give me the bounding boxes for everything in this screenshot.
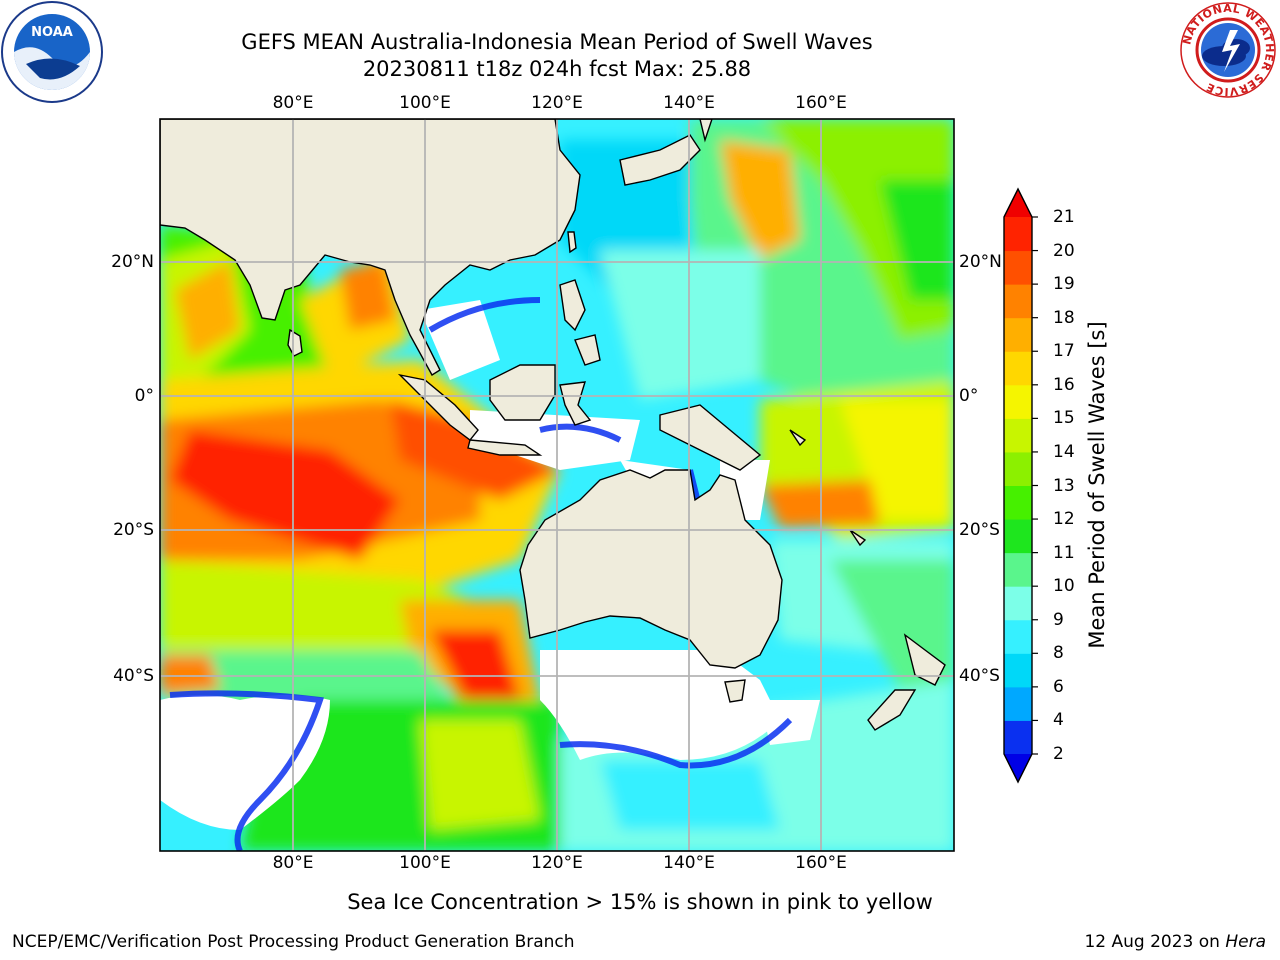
colorbar-label: Mean Period of Swell Waves [s] bbox=[1085, 321, 1109, 649]
colorbar-segment bbox=[1004, 250, 1032, 285]
lon-tick-top-100e: 100°E bbox=[399, 93, 451, 113]
colorbar-tick-label: 2 bbox=[1053, 744, 1064, 764]
lat-tick-right-40s: 40°S bbox=[959, 666, 1000, 686]
colorbar-tick-label: 18 bbox=[1053, 307, 1075, 328]
map-frame bbox=[159, 118, 955, 852]
colorbar-segment bbox=[1004, 619, 1032, 654]
colorbar-tick-label: 14 bbox=[1053, 441, 1075, 462]
lon-tick-top-120e: 120°E bbox=[531, 93, 583, 113]
nws-logo: NATIONAL WEATHER SERVICE bbox=[1180, 2, 1276, 98]
lon-tick-bottom-140e: 140°E bbox=[663, 853, 715, 873]
lon-tick-bottom-80e: 80°E bbox=[272, 853, 314, 873]
colorbar-segment bbox=[1004, 720, 1032, 755]
colorbar-tick-label: 20 bbox=[1053, 240, 1075, 261]
lat-tick-left-20s: 20°S bbox=[113, 520, 154, 540]
lon-tick-top-140e: 140°E bbox=[663, 93, 715, 113]
colorbar-tick-label: 17 bbox=[1053, 341, 1075, 362]
noaa-logo-text: NOAA bbox=[31, 25, 73, 40]
chart-title: GEFS MEAN Australia-Indonesia Mean Perio… bbox=[241, 30, 873, 54]
lat-tick-left-0: 0° bbox=[134, 386, 154, 406]
lat-tick-left-40s: 40°S bbox=[113, 666, 154, 686]
colorbar-tick-label: 9 bbox=[1053, 609, 1064, 630]
colorbar-segment bbox=[1004, 586, 1032, 621]
lon-tick-bottom-160e: 160°E bbox=[795, 853, 847, 873]
chart-subtitle: 20230811 t18z 024h fcst Max: 25.88 bbox=[362, 57, 752, 81]
colorbar-extend-max bbox=[1004, 189, 1032, 217]
colorbar-segment bbox=[1004, 686, 1032, 721]
colorbar-tick-label: 21 bbox=[1053, 207, 1075, 227]
colorbar-tick-label: 16 bbox=[1053, 374, 1075, 395]
colorbar-tick-label: 15 bbox=[1053, 408, 1075, 429]
lon-tick-top-160e: 160°E bbox=[795, 93, 847, 113]
colorbar-segment bbox=[1004, 284, 1032, 319]
colorbar-extend-min bbox=[1004, 754, 1032, 782]
colorbar-tick-label: 13 bbox=[1053, 475, 1075, 496]
colorbar-segment bbox=[1004, 217, 1032, 252]
land bbox=[160, 119, 946, 731]
colorbar-segment bbox=[1004, 418, 1032, 453]
footer-credit: NCEP/EMC/Verification Post Processing Pr… bbox=[12, 932, 575, 952]
colorbar-tick-label: 11 bbox=[1053, 542, 1075, 563]
lon-tick-top-80e: 80°E bbox=[272, 93, 314, 113]
lon-tick-bottom-120e: 120°E bbox=[531, 853, 583, 873]
colorbar-tick-label: 12 bbox=[1053, 509, 1075, 530]
colorbar-segment bbox=[1004, 351, 1032, 386]
colorbar-tick-label: 4 bbox=[1053, 710, 1064, 731]
lat-tick-right-20n: 20°N bbox=[959, 252, 1002, 272]
footer-host: Hera bbox=[1225, 932, 1266, 952]
lat-tick-right-0: 0° bbox=[959, 386, 979, 406]
colorbar-segment bbox=[1004, 485, 1032, 520]
swell-period-field bbox=[160, 119, 954, 851]
colorbar-tick-label: 6 bbox=[1053, 676, 1064, 697]
colorbar-tick-label: 10 bbox=[1053, 576, 1075, 597]
colorbar-segment bbox=[1004, 317, 1032, 352]
lat-tick-right-20s: 20°S bbox=[959, 520, 1000, 540]
colorbar-tick-label: 8 bbox=[1053, 643, 1064, 664]
colorbar-segment bbox=[1004, 552, 1032, 587]
footer-date-text: 12 Aug 2023 on bbox=[1084, 932, 1226, 952]
graticule bbox=[160, 119, 954, 851]
sea-ice-note: Sea Ice Concentration > 15% is shown in … bbox=[347, 890, 933, 914]
footer-date: 12 Aug 2023 on Hera bbox=[1084, 932, 1266, 952]
colorbar-tick-label: 19 bbox=[1053, 274, 1075, 295]
noaa-logo: NOAA bbox=[1, 1, 103, 103]
lat-tick-left-20n: 20°N bbox=[111, 252, 154, 272]
colorbar-segment bbox=[1004, 653, 1032, 688]
colorbar-segment bbox=[1004, 451, 1032, 486]
colorbar-segment bbox=[1004, 384, 1032, 419]
colorbar-segment bbox=[1004, 519, 1032, 554]
lon-tick-bottom-100e: 100°E bbox=[399, 853, 451, 873]
